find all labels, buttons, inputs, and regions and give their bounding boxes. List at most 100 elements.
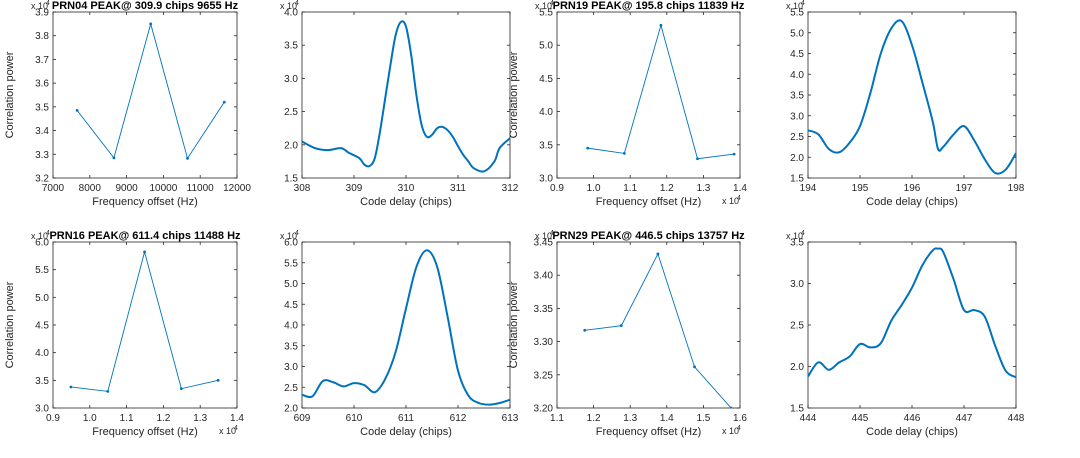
- y-tick-label: 3.5: [284, 41, 298, 52]
- y-exponent-label: x 10: [535, 1, 552, 11]
- y-exponent-label: x 10: [786, 1, 803, 11]
- y-tick-label: 3.0: [35, 404, 49, 415]
- subplot-2: 308 309 310 311 312 1.5 2.0 2.5 3.0 3.5 4.0x 104 Co…: [280, 0, 519, 208]
- x-tick-label: 1.6: [733, 413, 747, 424]
- y-tick-label: 2.5: [284, 107, 298, 118]
- y-axis-label: Correlation power: [508, 281, 520, 368]
- plot-title: PRN29 PEAK@ 446.5 chips 13757 Hz: [552, 230, 745, 242]
- y-exponent-label: x 10: [280, 1, 297, 11]
- x-tick-label: 8000: [79, 183, 102, 194]
- axes-box: [301, 11, 511, 179]
- x-tick-label: 0.9: [550, 183, 564, 194]
- y-tick-label: 3.40: [534, 271, 554, 282]
- y-tick-label: 4.0: [35, 348, 49, 359]
- y-tick-label: 3.5: [35, 102, 49, 113]
- x-tick-label: 1.4: [733, 183, 747, 194]
- y-tick-label: 3.25: [534, 370, 554, 381]
- y-tick-label: 5.0: [35, 293, 49, 304]
- data-point: [143, 250, 146, 254]
- x-tick-label: 610: [346, 413, 363, 424]
- subplot-5: 0.9 1.0 1.1 1.2 1.3 1.43.03.54.04.55.05.56.0x…: [4, 230, 244, 438]
- y-tick-label: 3.0: [284, 362, 298, 373]
- y-tick-label: 3.5: [284, 341, 298, 352]
- x-tick-label: 308: [294, 183, 311, 194]
- subplot-3: 0.9 1.0 1.1 1.2 1.3 1.43.03.54.04.55.05.5x 10…: [508, 0, 747, 208]
- y-tick-label: 2.0: [790, 153, 804, 164]
- x-tick-label: 310: [398, 183, 415, 194]
- x-exponent-label: x 10: [219, 426, 236, 436]
- x-tick-label: 194: [800, 183, 817, 194]
- x-tick-label: 1.0: [83, 413, 97, 424]
- y-tick-label: 5.0: [790, 28, 804, 39]
- y-exponent-label: x 10: [786, 231, 803, 241]
- x-tick-label: 309: [346, 183, 363, 194]
- data-point: [586, 146, 590, 150]
- x-axis-label: Frequency offset (Hz): [596, 196, 702, 208]
- data-point: [656, 252, 660, 256]
- y-tick-label: 2.0: [284, 140, 298, 151]
- y-exponent-power: 4: [801, 230, 805, 237]
- data-point: [179, 387, 183, 391]
- y-exponent-power: 4: [295, 0, 299, 7]
- y-tick-label: 2.5: [284, 383, 298, 394]
- y-exponent-power: 4: [295, 230, 299, 237]
- y-tick-label: 4.5: [35, 321, 49, 332]
- x-tick-label: 196: [904, 183, 921, 194]
- y-axis-label: Correlation power: [508, 51, 520, 138]
- series-line: [302, 20, 510, 173]
- y-tick-label: 2.5: [790, 321, 804, 332]
- x-tick-label: 1.2: [587, 413, 601, 424]
- x-axis-label: Frequency offset (Hz): [596, 426, 702, 438]
- x-tick-label: 446: [904, 413, 921, 424]
- y-tick-label: 5.5: [539, 8, 553, 19]
- data-point: [619, 324, 623, 328]
- subplot-4: 194 195 196 197 198 1.5 2.0 2.5 3.0 3.5 4.0 4.5 5.0 5…: [786, 0, 1025, 208]
- y-tick-label: 3.0: [790, 111, 804, 122]
- data-point: [659, 23, 663, 27]
- x-tick-label: 195: [852, 183, 869, 194]
- subplot-7: 1.1 1.2 1.3 1.4 1.5 1.6 3.20 3.25 3.30 3.35 3.40 3.…: [508, 230, 747, 438]
- y-tick-label: 3.5: [790, 238, 804, 249]
- y-exponent-power: 4: [550, 230, 554, 237]
- y-tick-label: 4.0: [790, 70, 804, 81]
- x-axis-label: Frequency offset (Hz): [92, 426, 198, 438]
- x-tick-label: 1.4: [230, 413, 244, 424]
- x-tick-label: 1.5: [696, 413, 710, 424]
- x-axis-label: Frequency offset (Hz): [92, 196, 198, 208]
- x-tick-label: 197: [956, 183, 973, 194]
- x-tick-label: 612: [450, 413, 467, 424]
- y-exponent-power: 4: [550, 0, 554, 7]
- x-exponent-label: x 10: [722, 196, 739, 206]
- y-tick-label: 3.7: [35, 55, 49, 66]
- y-tick-label: 3.45: [534, 238, 554, 249]
- y-tick-label: 5.0: [284, 279, 298, 290]
- x-tick-label: 312: [502, 183, 519, 194]
- data-point: [693, 365, 696, 369]
- y-tick-label: 3.0: [539, 174, 553, 185]
- y-tick-label: 6.0: [35, 238, 49, 249]
- x-exponent-power: 4: [737, 195, 741, 202]
- y-tick-label: 3.30: [534, 337, 554, 348]
- x-tick-label: 1.2: [660, 183, 674, 194]
- plot-title: PRN04 PEAK@ 309.9 chips 9655 Hz: [52, 0, 239, 12]
- x-tick-label: 448: [1008, 413, 1025, 424]
- y-tick-label: 3.2: [35, 174, 49, 185]
- data-point: [222, 100, 226, 104]
- subplot-6: 609 610 611 612 613 2.0 2.5 3.0 3.5 4.0 4.5 5.0 5.5 6…: [280, 230, 519, 438]
- data-point: [729, 406, 733, 408]
- y-tick-label: 5.0: [539, 41, 553, 52]
- y-tick-label: 4.5: [284, 300, 298, 311]
- x-tick-label: 1.1: [120, 413, 134, 424]
- x-axis-label: Code delay (chips): [360, 426, 452, 438]
- y-tick-label: 6.0: [284, 238, 298, 249]
- y-tick-label: 3.9: [35, 8, 49, 19]
- y-exponent-label: x 10: [31, 231, 48, 241]
- y-exponent-label: x 10: [535, 231, 552, 241]
- axes-box: [807, 241, 1017, 409]
- y-tick-label: 1.5: [790, 404, 804, 415]
- x-axis-label: Code delay (chips): [866, 196, 958, 208]
- y-tick-label: 3.5: [539, 140, 553, 151]
- y-exponent-power: 4: [801, 0, 805, 7]
- y-tick-label: 5.5: [35, 265, 49, 276]
- y-tick-label: 3.3: [35, 150, 49, 161]
